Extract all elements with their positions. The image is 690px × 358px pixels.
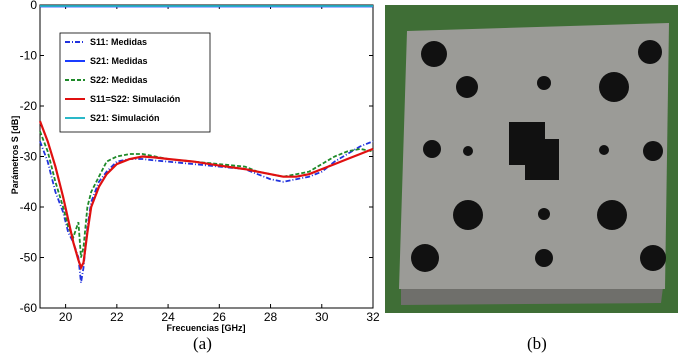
plate-hole-icon [638,40,662,64]
waveguide-plate-photo [385,5,678,313]
y-tick-label: -60 [20,301,38,315]
x-tick-label: 22 [110,310,124,324]
plate-hole-icon [599,145,609,155]
y-tick-label: -40 [20,200,38,214]
legend: S11: Medidas S21: Medidas S22: Medidas S11=… [59,32,211,133]
plate-hole-icon [453,200,483,230]
plate-hole-icon [411,244,439,272]
plate-hole-icon [421,41,447,67]
y-tick-label: -50 [20,251,38,265]
y-tick-label: -20 [20,99,38,113]
plate-hole-icon [537,76,551,90]
legend-label: S11: Medidas [90,37,147,47]
x-tick-label: 26 [213,310,227,324]
center-cross-slot-icon [509,122,559,180]
data-series [38,5,374,283]
plate-hole-icon [535,249,553,267]
x-tick-label: 30 [315,310,329,324]
caption-b: (b) [527,334,547,353]
legend-label: S21: Simulación [90,113,160,123]
y-axis-label: Parámetros S [dB] [10,116,20,195]
plate-hole-icon [423,140,441,158]
y-tick-label: -10 [20,49,38,63]
plate-holes [411,40,666,272]
series-line-1 [39,140,374,283]
axis-ticks: 20 22 24 26 28 30 32 0 -10 -20 -30 -40 -50 -60 [20,0,380,324]
plate-side-face [401,287,663,305]
legend-label: S22: Medidas [90,75,148,85]
plate-hole-icon [640,245,666,271]
legend-label: S11=S22: Simulación [90,94,180,104]
x-tick-label: 24 [161,310,175,324]
plate-hole-icon [599,72,629,102]
legend-box [59,32,211,133]
plate-hole-icon [538,208,550,220]
x-axis-label: Frecuencias [GHz] [166,323,245,333]
x-tick-label: 32 [366,310,380,324]
plate-hole-icon [597,200,627,230]
y-tick-label: -30 [20,150,38,164]
x-tick-label: 20 [59,310,73,324]
legend-label: S21: Medidas [90,56,148,66]
plate-hole-icon [643,141,663,161]
series-line-4 [38,120,374,271]
plate-hole-icon [456,76,478,98]
plate-hole-icon [463,146,473,156]
caption-a: (a) [193,334,212,353]
y-tick-label: 0 [30,0,37,12]
x-tick-label: 28 [264,310,278,324]
